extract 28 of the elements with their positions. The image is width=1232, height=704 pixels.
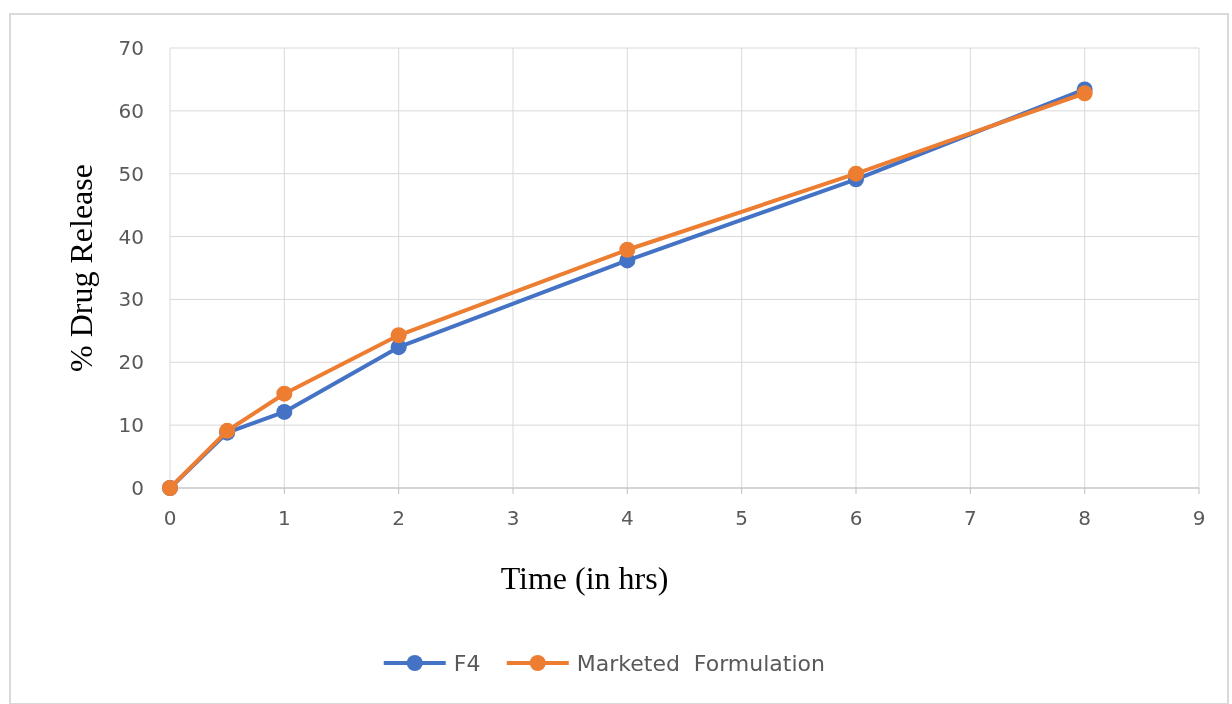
y-tick-label: 40 <box>118 224 144 249</box>
x-tick-label: 0 <box>163 506 177 530</box>
y-tick-label: 50 <box>118 161 144 186</box>
x-tick-label: 8 <box>1078 506 1092 530</box>
x-tick-label: 9 <box>1192 506 1206 530</box>
legend-label: F4 <box>453 651 481 676</box>
x-tick-label: 7 <box>963 506 977 530</box>
x-axis-title: Time (in hrs) <box>500 560 669 596</box>
x-tick-label: 5 <box>735 506 749 530</box>
point <box>276 403 293 420</box>
point <box>390 327 407 344</box>
y-tick-label: 20 <box>118 350 144 375</box>
y-tick-label: 30 <box>118 287 144 312</box>
y-axis-title: % Drug Release <box>63 164 99 372</box>
y-tick-label: 60 <box>118 98 144 123</box>
y-tick-label: 10 <box>118 413 144 438</box>
point <box>276 385 293 402</box>
x-tick-label: 3 <box>506 506 520 530</box>
point <box>619 241 636 258</box>
x-tick-label: 1 <box>277 506 291 530</box>
x-tick-label: 4 <box>620 506 634 530</box>
x-tick-label: 6 <box>849 506 863 530</box>
y-tick-label: 70 <box>118 36 144 60</box>
y-tick-label: 0 <box>131 476 144 500</box>
legend-label: Marketed Formulation <box>576 651 825 676</box>
point <box>1076 85 1093 102</box>
point <box>848 165 864 182</box>
x-tick-label: 2 <box>392 506 406 530</box>
